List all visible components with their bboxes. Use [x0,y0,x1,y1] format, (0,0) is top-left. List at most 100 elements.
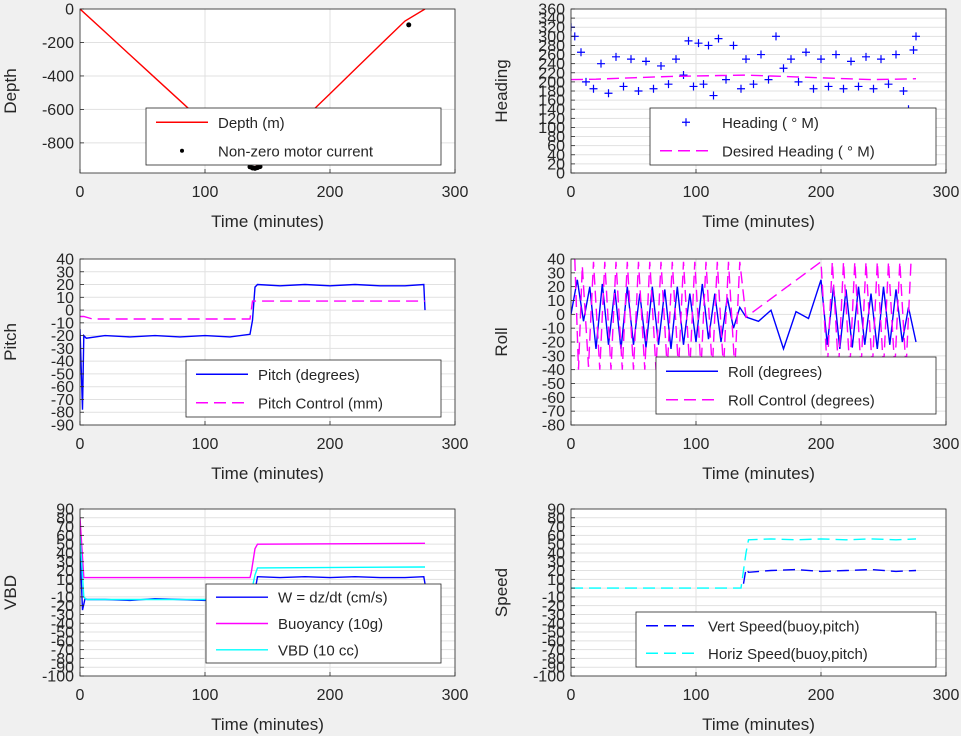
y-tick-label: -400 [42,68,74,85]
y-tick-label: -30 [542,607,565,624]
series-group [571,259,917,370]
y-tick-label: 40 [547,545,565,562]
y-tick-label: 60 [547,138,565,155]
heading-chart: 0 100 200 300020406080100120140160180200220… [492,2,959,232]
y-tick-label: 360 [538,2,565,19]
heading-series-0-point [854,82,863,91]
x-axis-label: Time (minutes) [211,212,324,231]
heading-series-0-point [884,80,893,89]
legend-swatch [180,148,184,153]
y-tick-label: -10 [51,315,74,332]
heading-series-0-point [909,46,918,54]
y-tick-label: -800 [42,135,74,152]
legend-label: Non-zero motor current [218,143,374,160]
y-tick-label: -80 [51,405,74,422]
y-tick-label: 340 [538,11,565,28]
y-tick-label: -50 [51,366,74,383]
y-axis-label: Speed [492,568,511,617]
legend-label: Horiz Speed(buoy,pitch) [708,646,868,663]
x-tick-label: 300 [933,436,960,453]
x-tick-label: 0 [567,436,576,453]
heading-series-0-point [779,64,788,73]
y-tick-label: -10 [542,321,565,338]
roll-chart: 0 100 200 300403020100-10-20-30-40-50-60-70… [492,252,959,484]
legend-box [145,107,442,166]
x-tick-label: 100 [683,184,710,201]
y-tick-label: 120 [538,111,565,128]
heading-series-0-point [619,82,628,91]
speed-series-0-line [742,567,917,584]
y-tick-label: 0 [556,581,565,598]
y-tick-label: 40 [56,252,74,269]
roll-series-1-line [574,259,912,370]
legend-label: VBD (10 cc) [278,642,359,659]
x-tick-label: 0 [76,687,85,704]
y-tick-label: 30 [547,554,565,571]
y-tick-label: 70 [547,519,565,536]
heading-series-0-point [689,82,698,91]
speed-chart: 0 100 200 3009080706050403020100-10-20-30-4… [492,502,959,735]
y-tick-label: -90 [51,660,74,677]
y-tick-label: -30 [51,341,74,358]
y-tick-label: -80 [51,651,74,668]
x-axis-label: Time (minutes) [702,715,815,734]
legend-label: Depth (m) [218,115,285,132]
x-axis-label: Time (minutes) [211,464,324,483]
y-tick-label: 0 [65,303,74,320]
y-tick-label: 260 [538,47,565,64]
heading-series-0-point [832,50,840,59]
y-tick-label: 280 [538,38,565,55]
y-tick-label: 40 [547,252,565,269]
y-tick-label: 10 [56,290,74,307]
y-axis-label: Heading [492,59,511,122]
heading-series-0-point [787,55,795,64]
y-tick-label: 20 [547,279,565,296]
legend-label: Pitch (degrees) [258,367,360,384]
y-tick-label: -60 [51,379,74,396]
y-tick-label: 80 [547,129,565,146]
legend-swatch [682,118,690,127]
y-tick-label: 40 [56,545,74,562]
y-tick-label: 50 [56,537,74,554]
heading-series-0-point [699,80,708,89]
x-tick-label: 300 [933,687,960,704]
y-tick-label: 200 [538,74,565,91]
pitch-series-1-line [80,300,425,320]
legend-box [655,356,937,415]
heading-series-0-point [634,87,643,95]
y-tick-label: -70 [542,404,565,421]
heading-series-0-point [589,84,598,93]
legend-box [185,359,442,418]
depth-series-1-point [406,22,412,28]
legend-label: Roll (degrees) [728,364,822,381]
y-tick-label: -100 [42,669,74,686]
y-tick-label: -60 [51,633,74,650]
heading-series-0-point [709,91,718,100]
heading-series-0-point [627,55,635,64]
heading-series-0-point [684,36,693,45]
heading-series-0-point [809,84,818,93]
y-tick-label: -70 [542,642,565,659]
y-tick-label: -40 [51,616,74,633]
legend-label: Heading ( ° M) [722,115,819,132]
y-tick-label: 70 [56,519,74,536]
x-axis-label: Time (minutes) [211,715,324,734]
y-tick-label: -20 [51,598,74,615]
heading-series-0-point [597,59,605,68]
y-tick-label: -50 [542,625,565,642]
x-tick-label: 300 [933,184,960,201]
y-axis-label: Pitch [1,323,20,361]
y-tick-label: -10 [51,589,74,606]
y-axis-label: Roll [492,327,511,356]
x-tick-label: 0 [567,184,576,201]
x-tick-label: 0 [567,687,576,704]
heading-series-0-point [899,87,908,95]
y-tick-label: 160 [538,93,565,110]
legend: Heading ( ° M) Desired Heading ( ° M) [649,107,937,166]
x-tick-label: 200 [808,687,835,704]
legend-label: Buoyancy (10g) [278,616,383,633]
roll-series-0-line [571,279,917,352]
heading-series-0-point [749,80,758,89]
series-group [80,283,426,410]
